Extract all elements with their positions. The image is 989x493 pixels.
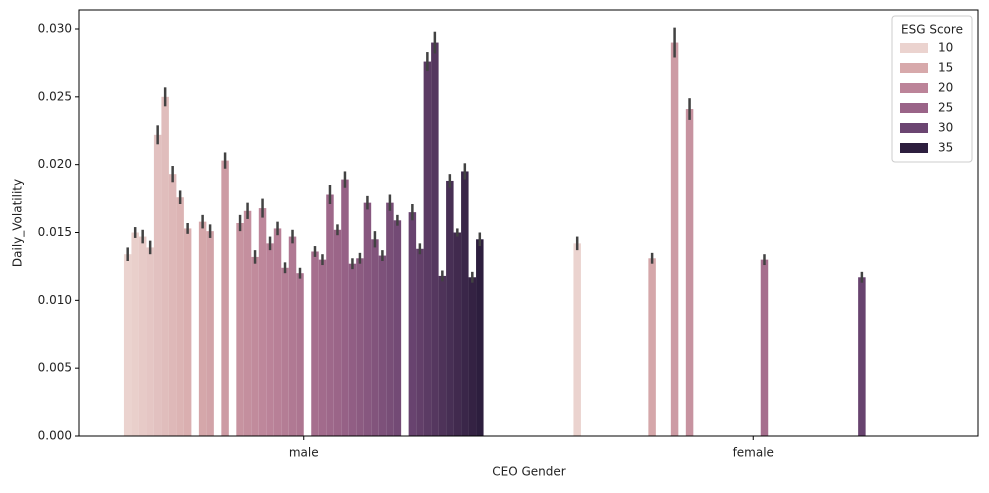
bar [168, 174, 177, 436]
bar [258, 208, 267, 436]
bar [416, 248, 424, 436]
bar [341, 179, 349, 436]
bar [685, 109, 694, 437]
y-tick-label: 0.015 [38, 225, 72, 239]
legend-swatch [900, 103, 928, 113]
bar [393, 220, 402, 436]
bar [573, 243, 581, 436]
legend-swatch [900, 143, 928, 153]
bar [266, 243, 274, 436]
bar [760, 259, 769, 436]
legend-label: 10 [938, 41, 953, 55]
legend-label: 30 [938, 121, 953, 135]
bar [236, 223, 244, 436]
bar [221, 160, 229, 437]
bar [431, 42, 439, 436]
bar [273, 228, 282, 436]
bar [461, 171, 469, 436]
legend-swatch [900, 123, 928, 133]
y-axis-label: Daily_Volatility [11, 179, 25, 267]
y-tick-label: 0.010 [38, 293, 72, 307]
bar [356, 258, 364, 436]
bar [123, 254, 132, 436]
y-tick-label: 0.020 [38, 157, 72, 171]
plot-frame [78, 9, 979, 437]
bar [476, 239, 484, 436]
legend-label: 35 [938, 141, 953, 155]
bar [153, 134, 162, 436]
bar [408, 212, 417, 436]
bar [348, 263, 357, 436]
bar [176, 197, 184, 436]
bar [438, 275, 447, 436]
legend-label: 15 [938, 61, 953, 75]
bar [161, 96, 169, 436]
bar [296, 273, 304, 436]
bar [138, 236, 147, 436]
legend-swatch [900, 63, 928, 73]
bar [288, 236, 297, 436]
bar [453, 232, 462, 436]
x-axis-label: CEO Gender [492, 465, 566, 479]
bar [326, 194, 334, 436]
bar [371, 239, 379, 436]
bar [333, 229, 342, 436]
bar [363, 202, 372, 436]
bar [251, 256, 259, 436]
bar [131, 232, 139, 436]
x-tick-label: female [733, 446, 774, 460]
y-tick-label: 0.030 [38, 21, 72, 35]
bar [281, 267, 289, 436]
y-tick-label: 0.025 [38, 89, 72, 103]
y-tick-label: 0.000 [38, 429, 72, 443]
y-tick-label: 0.005 [38, 361, 72, 375]
bar [446, 180, 454, 436]
bar [468, 277, 477, 436]
bar [423, 61, 432, 437]
bar [386, 202, 394, 436]
legend-swatch [900, 83, 928, 93]
bar [318, 259, 327, 436]
legend-title: ESG Score [901, 23, 963, 37]
bar [206, 231, 214, 436]
x-tick-label: male [289, 446, 319, 460]
bar [858, 277, 866, 436]
bar [146, 247, 154, 436]
bar [198, 221, 207, 436]
bar [243, 210, 252, 436]
legend-swatch [900, 43, 928, 53]
bar [648, 258, 656, 436]
bar [378, 255, 387, 436]
legend-label: 20 [938, 81, 953, 95]
legend-label: 25 [938, 101, 953, 115]
bar [183, 228, 192, 436]
bar [311, 251, 319, 436]
bar [670, 42, 679, 436]
